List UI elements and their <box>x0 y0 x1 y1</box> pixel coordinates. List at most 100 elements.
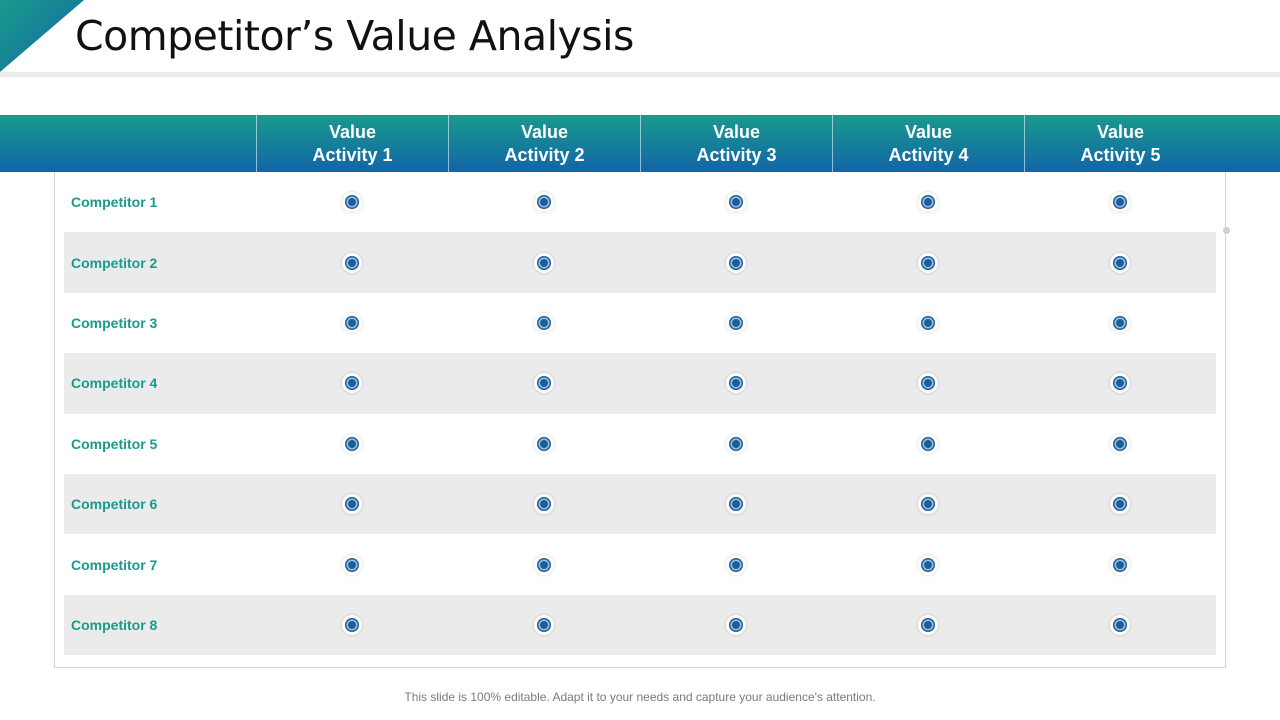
radio-dot-icon <box>342 312 362 333</box>
column-header-line1: Value <box>904 121 953 142</box>
row-label: Competitor 1 <box>71 194 158 211</box>
radio-dot-icon <box>534 192 554 213</box>
radio-dot-icon <box>342 614 362 635</box>
radio-dot-icon <box>534 373 554 394</box>
column-header-line2: Activity 2 <box>504 144 585 165</box>
table-cell <box>448 414 640 474</box>
column-header-line2: Activity 1 <box>312 144 393 165</box>
column-header-activity-2: Value Activity 2 <box>448 115 640 172</box>
table-cell <box>256 534 448 594</box>
radio-dot-icon <box>918 614 938 635</box>
radio-dot-icon <box>726 614 746 635</box>
column-header-line2: Activity 5 <box>1080 144 1161 165</box>
table-cell <box>640 474 832 534</box>
radio-dot-icon <box>534 494 554 515</box>
table-cell <box>256 232 448 292</box>
radio-dot-icon <box>342 373 362 394</box>
table-row: Competitor 2 <box>64 232 1216 293</box>
radio-dot-icon <box>726 192 746 213</box>
column-header-line1: Value <box>712 121 761 142</box>
column-header-activity-3: Value Activity 3 <box>640 115 832 172</box>
column-header-activity-1: Value Activity 1 <box>256 115 448 172</box>
radio-dot-icon <box>726 373 746 394</box>
table-cell <box>1024 534 1216 594</box>
table-cell <box>256 474 448 534</box>
table-cell <box>832 172 1024 232</box>
table-cell <box>832 232 1024 292</box>
frame-dot <box>1223 227 1230 234</box>
radio-dot-icon <box>918 373 938 394</box>
table-cell <box>832 293 1024 353</box>
row-label: Competitor 7 <box>71 556 158 573</box>
radio-dot-icon <box>1110 373 1130 394</box>
row-label: Competitor 6 <box>71 496 158 513</box>
table-cell <box>256 414 448 474</box>
radio-dot-icon <box>918 494 938 515</box>
table-cell <box>448 293 640 353</box>
row-label: Competitor 2 <box>71 254 158 271</box>
radio-dot-icon <box>726 433 746 454</box>
table-cell <box>832 414 1024 474</box>
table-row: Competitor 1 <box>64 172 1216 232</box>
table-row: Competitor 6 <box>64 473 1216 535</box>
table-cell <box>1024 353 1216 413</box>
radio-dot-icon <box>726 312 746 333</box>
radio-dot-icon <box>342 433 362 454</box>
table-cell <box>1024 172 1216 232</box>
row-label: Competitor 8 <box>71 616 158 633</box>
table-cell <box>256 595 448 655</box>
radio-dot-icon <box>342 252 362 273</box>
table-cell <box>640 172 832 232</box>
footer-note: This slide is 100% editable. Adapt it to… <box>404 690 876 704</box>
table-cell <box>448 534 640 594</box>
radio-dot-icon <box>726 554 746 575</box>
table-cell <box>640 534 832 594</box>
table-cell <box>1024 232 1216 292</box>
row-label: Competitor 5 <box>71 435 158 452</box>
table-body: Competitor 1 Competitor 2 Competitor 3 Comp… <box>64 172 1216 656</box>
radio-dot-icon <box>342 494 362 515</box>
table-cell <box>832 353 1024 413</box>
table-cell <box>448 474 640 534</box>
radio-dot-icon <box>1110 494 1130 515</box>
radio-dot-icon <box>918 192 938 213</box>
radio-dot-icon <box>534 312 554 333</box>
radio-dot-icon <box>1110 252 1130 273</box>
table-cell <box>448 595 640 655</box>
column-header-line2: Activity 3 <box>696 144 777 165</box>
radio-dot-icon <box>534 433 554 454</box>
column-header-activity-4: Value Activity 4 <box>832 115 1024 172</box>
row-label: Competitor 4 <box>71 375 158 392</box>
table-cell <box>1024 414 1216 474</box>
table-row: Competitor 5 <box>64 414 1216 474</box>
table-row: Competitor 8 <box>64 594 1216 656</box>
radio-dot-icon <box>1110 433 1130 454</box>
radio-dot-icon <box>918 433 938 454</box>
radio-dot-icon <box>534 554 554 575</box>
table-header: Value Activity 1 Value Activity 2 Value … <box>0 115 1280 172</box>
table-cell <box>640 293 832 353</box>
column-header-line1: Value <box>328 121 377 142</box>
table-cell <box>448 172 640 232</box>
table-row: Competitor 7 <box>64 534 1216 594</box>
table-cell <box>640 353 832 413</box>
radio-dot-icon <box>342 192 362 213</box>
column-header-line1: Value <box>1096 121 1145 142</box>
table-frame <box>54 172 1226 668</box>
page-title: Competitor’s Value Analysis <box>75 12 634 60</box>
title-divider <box>0 72 1280 77</box>
radio-dot-icon <box>726 494 746 515</box>
table-cell <box>256 172 448 232</box>
table-cell <box>448 232 640 292</box>
table-row: Competitor 4 <box>64 353 1216 414</box>
table-cell <box>1024 595 1216 655</box>
table-row: Competitor 3 <box>64 293 1216 353</box>
table-cell <box>256 293 448 353</box>
radio-dot-icon <box>534 252 554 273</box>
radio-dot-icon <box>1110 554 1130 575</box>
table-cell <box>256 353 448 413</box>
radio-dot-icon <box>918 252 938 273</box>
radio-dot-icon <box>918 554 938 575</box>
table-cell <box>640 414 832 474</box>
table-cell <box>640 595 832 655</box>
